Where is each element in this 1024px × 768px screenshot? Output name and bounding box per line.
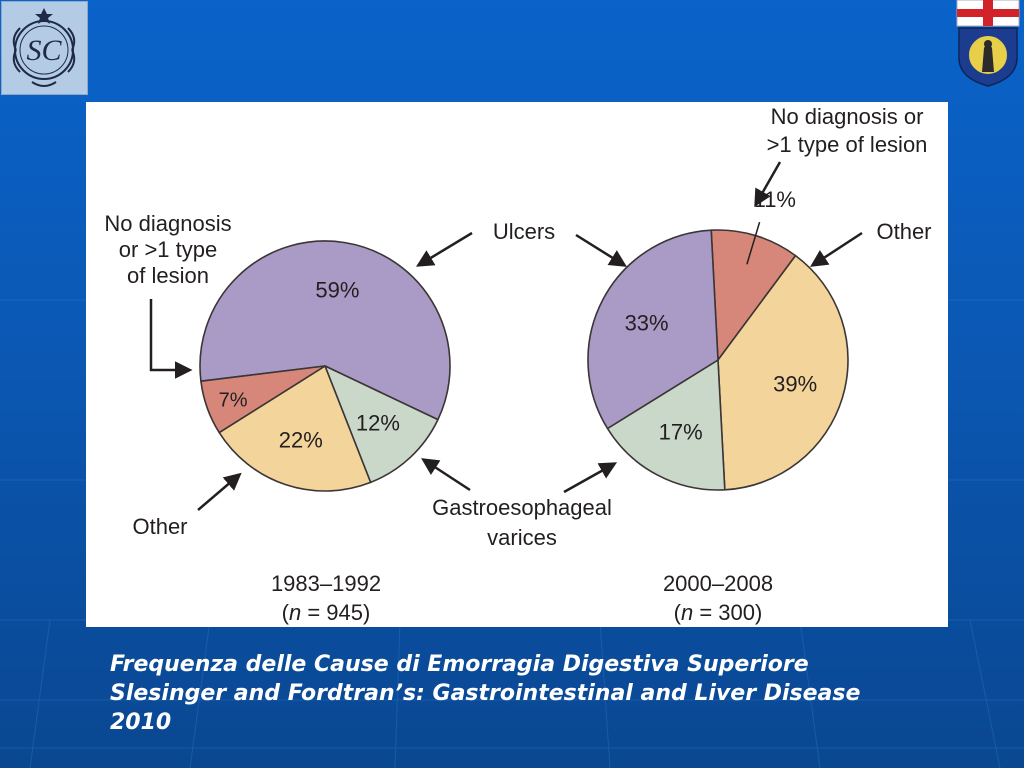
- arrow-ulcers-right: [575, 233, 627, 267]
- arrow-varices-right: [563, 462, 618, 494]
- pie-slice-gastroesophageal-varices: [606, 359, 726, 491]
- pie-slice-ulcers: [199, 240, 451, 421]
- pie-left-subtitle: (n = 945): [282, 600, 371, 625]
- caption-line-2: Slesinger and Fordtran’s: Gastrointestin…: [110, 681, 861, 706]
- pie-slice-other: [717, 254, 849, 491]
- pie-left-title: 1983–1992: [271, 571, 381, 596]
- pie-slice-label: 39%: [773, 371, 817, 396]
- arrow-no-diagnosis-left: [149, 299, 193, 379]
- annotation-other-left-label: Other: [132, 514, 187, 539]
- annotation-varices-line1: Gastroesophageal: [432, 495, 612, 520]
- annotation-no-diagnosis-left-line2: or >1 type: [119, 237, 217, 262]
- annotation-ulcers: Ulcers: [416, 219, 627, 267]
- pie-chart-1983-1992: 59% 12% 22% 7%: [199, 240, 451, 492]
- arrow-no-diagnosis-right: [754, 161, 782, 208]
- arrow-varices-left: [421, 458, 471, 492]
- pie-slice-label: 17%: [659, 419, 703, 444]
- arrow-other-left: [197, 472, 242, 511]
- annotation-no-diagnosis-right-line2: >1 type of lesion: [767, 132, 928, 157]
- pie-slice-label: 7%: [219, 390, 248, 412]
- caption-line-1: Frequenza delle Cause di Emorragia Diges…: [110, 652, 809, 677]
- arrow-other-right: [810, 231, 863, 267]
- annotation-varices: Gastroesophageal varices: [421, 458, 618, 550]
- pie-right-title: 2000–2008: [663, 571, 773, 596]
- chart-panel: 59% 12% 22% 7% 11% 39% 17% 33% No diagnosis or…: [86, 102, 948, 627]
- pie-slice-gastroesophageal-varices: [324, 365, 439, 484]
- university-shield-logo: [953, 0, 1023, 88]
- pie-slice-label: 59%: [315, 278, 359, 303]
- caption-line-3: 2010: [110, 710, 172, 735]
- annotation-other-right-label: Other: [876, 219, 931, 244]
- pie-slice-leader-line: [746, 221, 761, 265]
- annotation-no-diagnosis-left-line3: of lesion: [127, 263, 209, 288]
- annotation-no-diagnosis-left-line1: No diagnosis: [104, 211, 231, 236]
- pie-slice-label: 22%: [279, 428, 323, 453]
- pie-slice-label: 33%: [625, 311, 669, 336]
- annotation-varices-line2: varices: [487, 525, 557, 550]
- pie-slice-ulcers: [587, 229, 719, 430]
- arrow-ulcers-left: [416, 231, 473, 267]
- slide-caption: Frequenza delle Cause di Emorragia Diges…: [110, 650, 1010, 737]
- pie-chart-2000-2008: 11%39%17%33%: [587, 187, 849, 491]
- pie-slice-no-diagnosis-or-1-type-of-lesion: [200, 365, 326, 434]
- pie-slice-other: [218, 365, 372, 492]
- logo-monogram: SC: [26, 34, 62, 67]
- annotation-other-left: Other: [132, 472, 242, 539]
- society-logo: SC: [1, 1, 88, 95]
- annotation-no-diagnosis-right: No diagnosis or >1 type of lesion: [754, 104, 928, 208]
- annotation-no-diagnosis-right-line1: No diagnosis or: [771, 104, 924, 129]
- annotation-no-diagnosis-left: No diagnosis or >1 type of lesion: [104, 211, 232, 379]
- annotation-other-right: Other: [810, 219, 932, 267]
- annotation-ulcers-label: Ulcers: [493, 219, 555, 244]
- pie-slice-label: 12%: [356, 411, 400, 436]
- pie-right-subtitle: (n = 300): [674, 600, 763, 625]
